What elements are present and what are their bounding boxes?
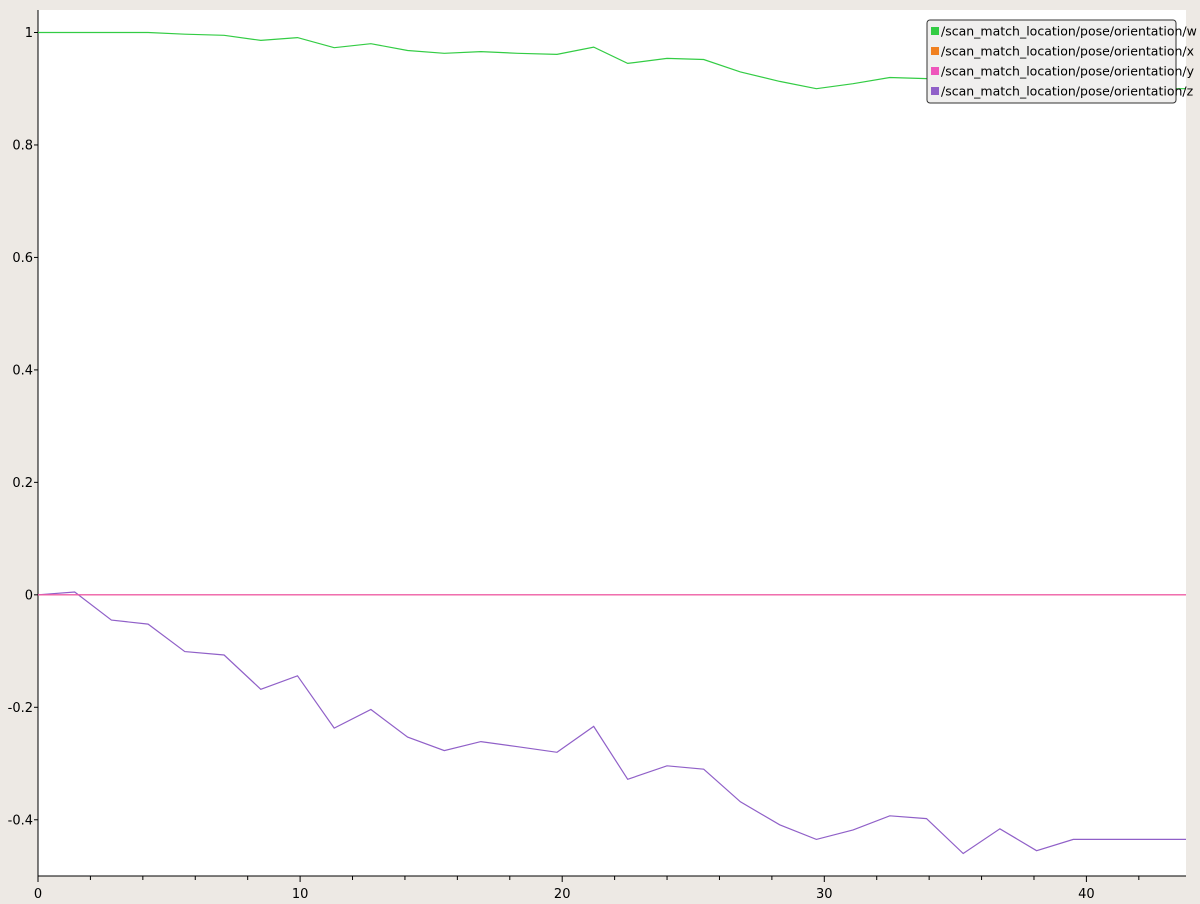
legend-label[interactable]: /scan_match_location/pose/orientation/w [941,24,1197,39]
legend-box [926,19,1177,104]
y-tick-label: -0.2 [8,701,33,716]
legend-label[interactable]: /scan_match_location/pose/orientation/x [941,44,1194,59]
y-tick-label: 1 [25,26,33,41]
y-tick-label: 0.4 [12,363,33,378]
y-tick-label: 0 [25,588,33,603]
x-tick-label: 40 [1078,887,1095,900]
legend-swatch [931,27,939,35]
x-axis-ticks: 0 10 20 30 40 [34,876,1140,902]
x-tick-label: 0 [34,887,42,900]
y-axis-ticks: -0.4 -0.2 0 0.2 0.4 0.6 0.8 1 [8,26,38,828]
legend[interactable]: /scan_match_location/pose/orientation/w /… [926,19,1197,104]
legend-label[interactable]: /scan_match_location/pose/orientation/z [941,84,1194,99]
x-tick-label: 10 [292,887,309,900]
y-tick-label: 0.8 [12,138,33,153]
legend-swatch [931,87,939,95]
y-tick-label: 0.2 [12,476,33,491]
plot-area[interactable] [38,10,1186,876]
legend-swatch [931,67,939,75]
series-line-z[interactable] [37,591,1186,855]
y-tick-label: 0.6 [12,251,33,266]
x-tick-label: 30 [816,887,833,900]
legend-swatch [931,47,939,55]
y-tick-label: -0.4 [8,813,33,828]
x-tick-label: 20 [554,887,571,900]
legend-label[interactable]: /scan_match_location/pose/orientation/y [941,64,1195,79]
